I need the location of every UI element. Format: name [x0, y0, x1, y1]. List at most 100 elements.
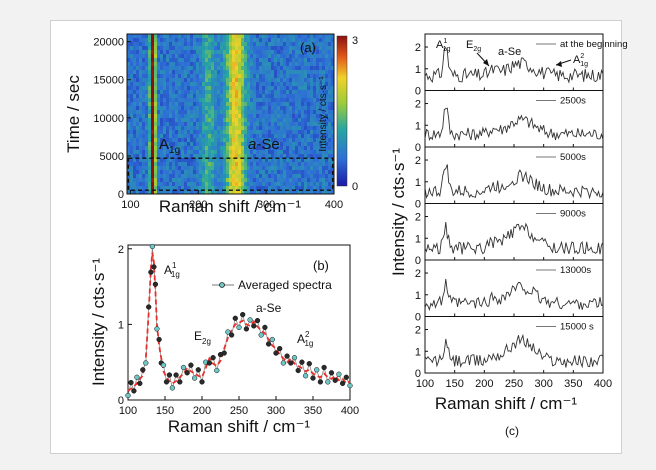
heatmap-cell	[181, 78, 185, 83]
heatmap-cell	[322, 142, 326, 147]
heatmap-cell	[190, 50, 194, 55]
heatmap-cell	[244, 54, 248, 59]
heatmap-cell	[166, 78, 170, 83]
heatmap-cell	[316, 170, 320, 175]
heatmap-cell	[250, 66, 254, 71]
heatmap-cell	[271, 154, 275, 159]
heatmap-cell	[304, 138, 308, 143]
heatmap-cell	[130, 70, 134, 75]
heatmap-cell	[235, 66, 239, 71]
annotation-c-e2g-text: E	[466, 39, 473, 51]
heatmap-cell	[205, 62, 209, 67]
heatmap-cell	[217, 150, 221, 155]
heatmap-cell	[295, 138, 299, 143]
heatmap-cell	[307, 154, 311, 159]
heatmap-cell	[151, 94, 155, 99]
heatmap-cell	[196, 122, 200, 127]
heatmap-cell	[325, 110, 329, 115]
heatmap-cell	[205, 42, 209, 47]
heatmap-cell	[160, 90, 164, 95]
heatmap-cell	[145, 58, 149, 63]
heatmap-cell	[193, 190, 197, 195]
heatmap-cell	[151, 98, 155, 103]
heatmap-cell	[184, 86, 188, 91]
heatmap-cell	[331, 54, 335, 59]
heatmap-cell	[187, 126, 191, 131]
heatmap-cell	[163, 62, 167, 67]
heatmap-cell	[271, 34, 275, 39]
heatmap-cell	[127, 138, 131, 143]
heatmap-cell	[175, 154, 179, 159]
heatmap-cell	[223, 174, 227, 179]
heatmap-cell	[241, 134, 245, 139]
spectrum-c-ylabel: Intensity / cts·s⁻¹	[389, 148, 408, 276]
heatmap-cell	[301, 74, 305, 79]
spectrum-b-xtick-label: 200	[193, 405, 211, 417]
heatmap-cell	[253, 94, 257, 99]
heatmap-cell	[208, 182, 212, 187]
spectrum-b-point	[269, 336, 275, 343]
heatmap-cell	[139, 106, 143, 111]
heatmap-cell	[172, 170, 176, 175]
heatmap-cell	[136, 42, 140, 47]
heatmap-cell	[154, 94, 158, 99]
heatmap-cell	[331, 110, 335, 115]
heatmap-cell	[247, 190, 251, 195]
heatmap-cell	[304, 94, 308, 99]
heatmap-cell	[205, 150, 209, 155]
heatmap-cell	[202, 178, 206, 183]
heatmap-cell	[325, 58, 329, 63]
heatmap-cell	[226, 54, 230, 59]
heatmap-cell	[286, 190, 290, 195]
heatmap-cell	[241, 174, 245, 179]
heatmap-cell	[298, 62, 302, 67]
heatmap-cell	[307, 158, 311, 163]
heatmap-cell	[142, 146, 146, 151]
heatmap-cell	[184, 58, 188, 63]
heatmap-cell	[145, 78, 149, 83]
heatmap-cell	[163, 166, 167, 171]
heatmap-cell	[250, 138, 254, 143]
heatmap-cell	[328, 94, 332, 99]
heatmap-cell	[148, 174, 152, 179]
heatmap-cell	[211, 102, 215, 107]
heatmap-cell	[226, 110, 230, 115]
heatmap-cell	[163, 70, 167, 75]
heatmap-cell	[130, 106, 134, 111]
heatmap-cell	[220, 174, 224, 179]
heatmap-cell	[163, 186, 167, 191]
heatmap-cell	[199, 46, 203, 51]
heatmap-cell	[208, 70, 212, 75]
heatmap-cell	[250, 170, 254, 175]
heatmap-cell	[310, 138, 314, 143]
heatmap-cell	[190, 158, 194, 163]
heatmap-cell	[148, 114, 152, 119]
heatmap-cell	[253, 50, 257, 55]
heatmap-cell	[211, 82, 215, 87]
heatmap-cell	[325, 182, 329, 187]
heatmap-cell	[226, 134, 230, 139]
heatmap-cell	[265, 86, 269, 91]
heatmap-cell	[259, 190, 263, 195]
time-subpanel-ytick-label: 2	[415, 155, 421, 167]
heatmap-cell	[229, 146, 233, 151]
heatmap-cell	[331, 94, 335, 99]
heatmap-cell	[217, 34, 221, 39]
heatmap-cell	[220, 134, 224, 139]
heatmap-cell	[136, 118, 140, 123]
heatmap-cell	[172, 50, 176, 55]
heatmap-cell	[286, 98, 290, 103]
heatmap-cell	[202, 70, 206, 75]
heatmap-cell	[271, 114, 275, 119]
heatmap-cell	[205, 78, 209, 83]
heatmap-cell	[220, 170, 224, 175]
heatmap-cell	[244, 130, 248, 135]
heatmap-cell	[151, 150, 155, 155]
heatmap-cell	[283, 186, 287, 191]
heatmap-cell	[208, 190, 212, 195]
heatmap-cell	[283, 58, 287, 63]
heatmap-cell	[313, 186, 317, 191]
heatmap-cell	[154, 78, 158, 83]
heatmap-cell	[277, 170, 281, 175]
heatmap-cell	[157, 130, 161, 135]
